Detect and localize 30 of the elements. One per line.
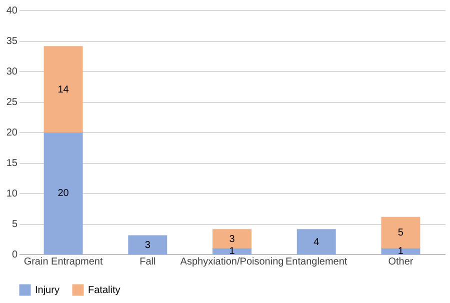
y-tick-label: 35: [6, 36, 18, 47]
x-tick-label: Other: [388, 256, 414, 268]
bar: [381, 216, 420, 248]
data-label: 1: [229, 246, 236, 257]
y-tick-label: 20: [6, 128, 18, 138]
bar: [296, 229, 336, 254]
y-tick-label: 15: [6, 158, 18, 169]
legend-label: Injury: [35, 285, 60, 296]
data-label: 20: [58, 188, 70, 199]
data-label: 1: [398, 246, 404, 257]
y-tick-label: 5: [12, 219, 18, 230]
data-label: 3: [144, 240, 151, 251]
data-label: 14: [58, 84, 70, 96]
bar: [44, 46, 83, 132]
y-tick-label: 10: [6, 188, 18, 200]
y-tick-label: 25: [6, 97, 18, 108]
bar: [44, 132, 83, 254]
y-tick-label: 30: [6, 66, 18, 78]
bar: [212, 229, 252, 248]
bar: [128, 235, 168, 254]
x-tick-label: Asphyxiation/Poisoning: [180, 256, 284, 268]
x-tick-label: Fall: [140, 256, 156, 268]
data-label: 4: [314, 236, 320, 248]
y-tick-label: 40: [6, 6, 18, 16]
x-tick-label: Grain Entrapment: [24, 256, 103, 268]
y-tick-label: 0: [12, 250, 18, 260]
data-label: 5: [398, 228, 404, 239]
data-label: 3: [229, 234, 236, 245]
legend-label: Fatality: [88, 285, 120, 296]
x-tick-label: Entanglement: [285, 256, 348, 268]
